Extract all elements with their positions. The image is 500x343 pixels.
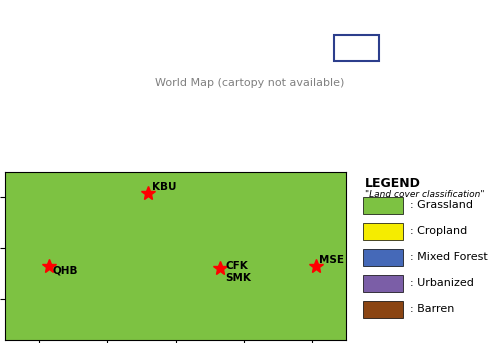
- Text: : Barren: : Barren: [410, 304, 455, 314]
- Bar: [362, 275, 404, 292]
- Text: : Cropland: : Cropland: [410, 226, 468, 236]
- Bar: [334, 35, 379, 61]
- Bar: [362, 223, 404, 240]
- Text: : Grassland: : Grassland: [410, 200, 474, 210]
- Text: CFK
SMK: CFK SMK: [226, 261, 252, 283]
- Text: QHB: QHB: [53, 265, 78, 275]
- Text: : Urbanized: : Urbanized: [410, 278, 474, 288]
- Text: KBU: KBU: [152, 182, 176, 192]
- Text: MSE: MSE: [319, 255, 344, 265]
- Text: LEGEND: LEGEND: [365, 177, 421, 190]
- Text: World Map (cartopy not available): World Map (cartopy not available): [156, 79, 344, 88]
- Bar: [362, 197, 404, 214]
- Bar: [362, 249, 404, 266]
- Text: : Mixed Forest: : Mixed Forest: [410, 252, 488, 262]
- Text: "Land cover classification": "Land cover classification": [365, 190, 484, 199]
- Bar: [362, 301, 404, 318]
